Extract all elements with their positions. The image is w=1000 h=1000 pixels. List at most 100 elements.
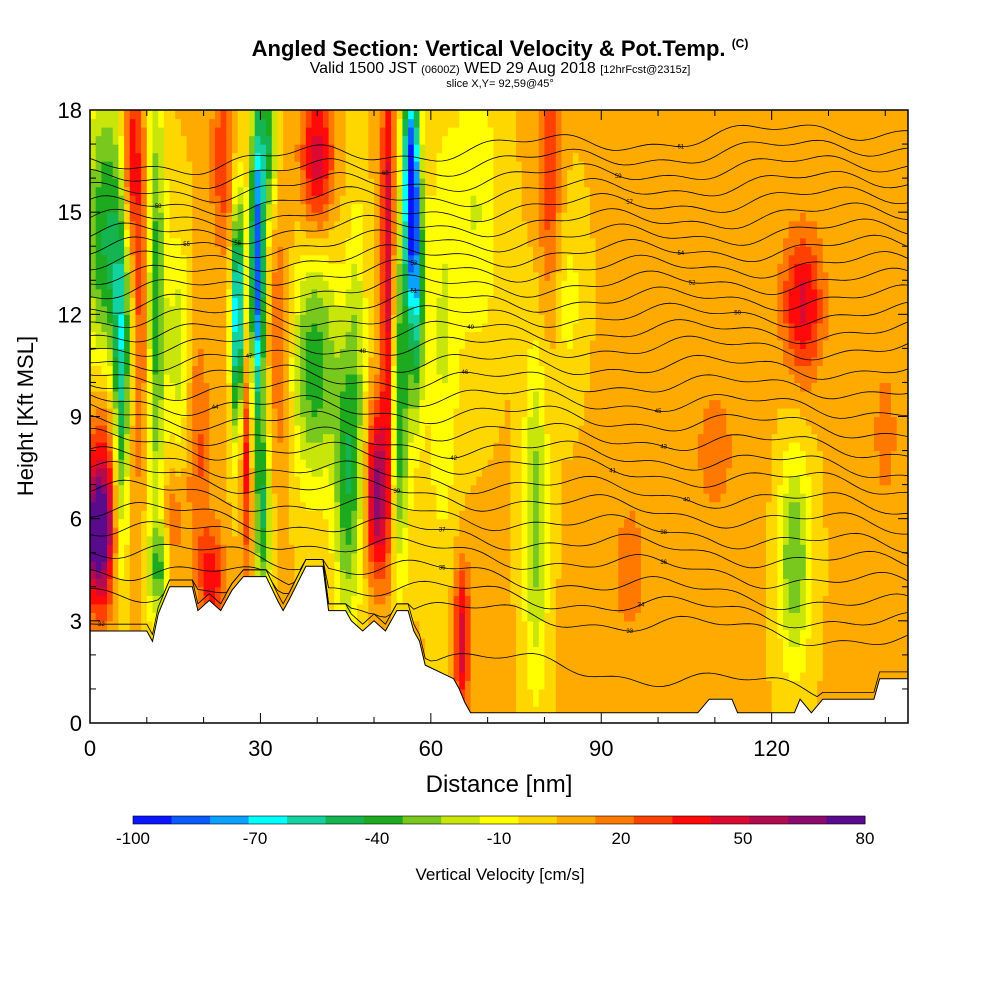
field-cell [686, 552, 693, 562]
field-cell [567, 586, 574, 596]
field-cell [481, 680, 489, 690]
field-cell [896, 544, 903, 554]
field-cell [629, 459, 636, 469]
field-cell [760, 705, 767, 716]
field-cell [760, 671, 767, 682]
field-cell [760, 510, 767, 520]
field-cell [226, 552, 233, 562]
field-cell [794, 663, 801, 673]
field-cell [555, 629, 563, 639]
field-cell [243, 450, 250, 460]
field-cell [493, 697, 500, 707]
field-cell [856, 569, 864, 579]
field-cell [856, 646, 864, 656]
field-cell [163, 442, 171, 452]
field-cell [328, 476, 335, 486]
field-cell [714, 629, 722, 639]
field-cell [578, 654, 585, 664]
field-cell [288, 569, 296, 579]
field-cell [896, 501, 903, 511]
field-cell [771, 527, 778, 537]
field-cell [430, 612, 438, 622]
field-cell [856, 654, 864, 664]
field-cell [487, 535, 494, 545]
field-cell [533, 552, 540, 562]
field-cell [368, 612, 375, 622]
field-cell [856, 459, 864, 469]
field-cell [476, 705, 483, 716]
field-cell [408, 459, 415, 469]
field-cell [243, 510, 250, 520]
field-cell [890, 578, 898, 588]
field-cell [663, 612, 671, 622]
field-cell [510, 535, 517, 545]
field-cell [720, 654, 727, 664]
field-cell [606, 544, 614, 554]
field-cell [521, 569, 528, 579]
field-cell [533, 595, 540, 605]
field-cell [419, 637, 426, 647]
field-cell [777, 620, 784, 630]
field-cell [305, 450, 313, 460]
field-cell [328, 425, 335, 435]
field-cell [686, 544, 693, 554]
field-cell [567, 544, 574, 554]
field-cell [862, 442, 869, 452]
field-cell [135, 612, 142, 622]
field-cell [680, 561, 688, 571]
field-cell [601, 484, 608, 494]
field-cell [112, 501, 119, 511]
field-cell [726, 467, 733, 477]
field-cell [896, 586, 903, 596]
field-cell [646, 578, 653, 588]
field-cell [783, 561, 790, 571]
field-cell [822, 493, 830, 503]
field-cell [783, 578, 790, 588]
field-cell [828, 535, 835, 545]
field-cell [374, 450, 381, 460]
field-cell [851, 501, 858, 511]
field-cell [890, 646, 898, 656]
field-cell [516, 561, 523, 571]
field-cell [692, 646, 699, 656]
field-cell [686, 688, 693, 699]
field-cell [180, 527, 188, 537]
field-cell [516, 671, 523, 682]
field-cell [731, 450, 739, 460]
field-cell [794, 561, 801, 571]
field-cell [180, 501, 188, 511]
field-cell [214, 510, 222, 520]
field-cell [777, 680, 784, 690]
field-cell [339, 561, 347, 571]
field-cell [868, 688, 875, 699]
field-cell [862, 450, 869, 460]
field-cell [652, 510, 659, 520]
field-cell [220, 518, 227, 528]
field-cell [572, 527, 580, 537]
field-cell [408, 493, 415, 503]
field-cell [794, 501, 801, 511]
field-cell [504, 586, 511, 596]
field-cell [902, 442, 908, 452]
field-cell [851, 586, 858, 596]
field-cell [743, 654, 750, 664]
field-cell [516, 663, 523, 673]
field-cell [459, 544, 466, 554]
field-cell [425, 493, 432, 503]
field-cell [481, 697, 489, 707]
field-cell [271, 527, 279, 537]
field-cell [203, 459, 210, 469]
field-cell [339, 467, 347, 477]
field-cell [300, 459, 307, 469]
field-cell [135, 620, 142, 630]
field-cell [652, 578, 659, 588]
field-cell [499, 552, 506, 562]
field-cell [464, 518, 472, 528]
field-cell [476, 501, 483, 511]
field-cell [419, 535, 426, 545]
field-cell [737, 467, 744, 477]
field-cell [743, 578, 750, 588]
field-cell [692, 586, 699, 596]
field-cell [561, 663, 568, 673]
field-cell [220, 510, 227, 520]
